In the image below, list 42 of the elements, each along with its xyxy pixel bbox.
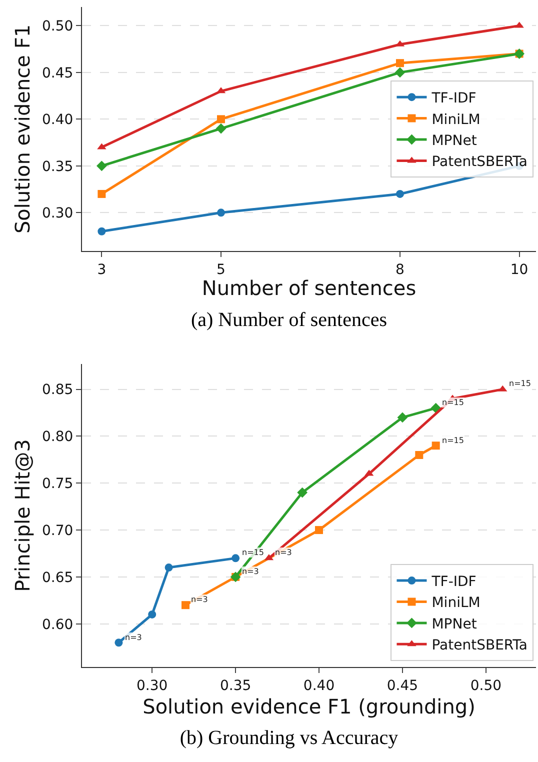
y-tick-label: 0.50 xyxy=(42,18,74,35)
annotation: n=15 xyxy=(442,398,464,407)
legend-label: MPNet xyxy=(432,616,478,632)
x-tick-label: 0.30 xyxy=(136,678,168,694)
legend-label: MiniLM xyxy=(432,595,480,612)
x-tick-label: 0.50 xyxy=(470,678,502,694)
annotation: n=15 xyxy=(509,379,531,388)
y-tick-label: 0.35 xyxy=(42,158,74,175)
x-tick-label: 5 xyxy=(216,262,226,278)
legend-label: PatentSBERTa xyxy=(432,154,528,170)
annotation: n=15 xyxy=(442,436,464,445)
annotation: n=3 xyxy=(125,633,142,642)
legend-label: MiniLM xyxy=(432,112,480,128)
y-tick-label: 0.40 xyxy=(42,112,74,128)
x-tick-label: 10 xyxy=(510,262,528,278)
x-tick-label: 0.45 xyxy=(386,678,418,694)
annotation: n=3 xyxy=(242,567,259,576)
y-tick-label: 0.65 xyxy=(42,570,74,586)
y-axis-title: Principle Hit@3 xyxy=(10,439,35,592)
legend-label: MPNet xyxy=(432,132,478,149)
y-tick-label: 0.45 xyxy=(42,65,74,82)
text: (a) Number of sentences xyxy=(190,308,388,333)
x-tick-label: 8 xyxy=(396,262,404,278)
y-tick-label: 0.85 xyxy=(42,382,74,398)
text: (b) Grounding vs Accuracy xyxy=(178,726,400,751)
y-tick-label: 0.70 xyxy=(42,522,74,539)
annotation: n=3 xyxy=(275,548,292,557)
y-tick-label: 0.80 xyxy=(42,429,74,446)
y-tick-label: 0.75 xyxy=(42,476,74,492)
legend-label: TF-IDF xyxy=(430,574,476,590)
y-tick-label: 0.60 xyxy=(42,616,74,633)
x-tick-label: 0.40 xyxy=(303,678,335,694)
x-axis-title: Number of sentences xyxy=(202,276,416,300)
legend-label: PatentSBERTa xyxy=(432,638,528,654)
x-tick-label: 3 xyxy=(97,262,106,278)
annotation: n=3 xyxy=(191,595,208,604)
y-axis-title: Solution evidence F1 xyxy=(10,24,35,234)
annotation: n=15 xyxy=(242,548,264,557)
legend-label: TF-IDF xyxy=(430,90,476,107)
x-tick-label: 0.35 xyxy=(220,678,252,694)
x-axis-title: Solution evidence F1 (grounding) xyxy=(142,694,476,718)
y-tick-label: 0.30 xyxy=(42,206,74,222)
